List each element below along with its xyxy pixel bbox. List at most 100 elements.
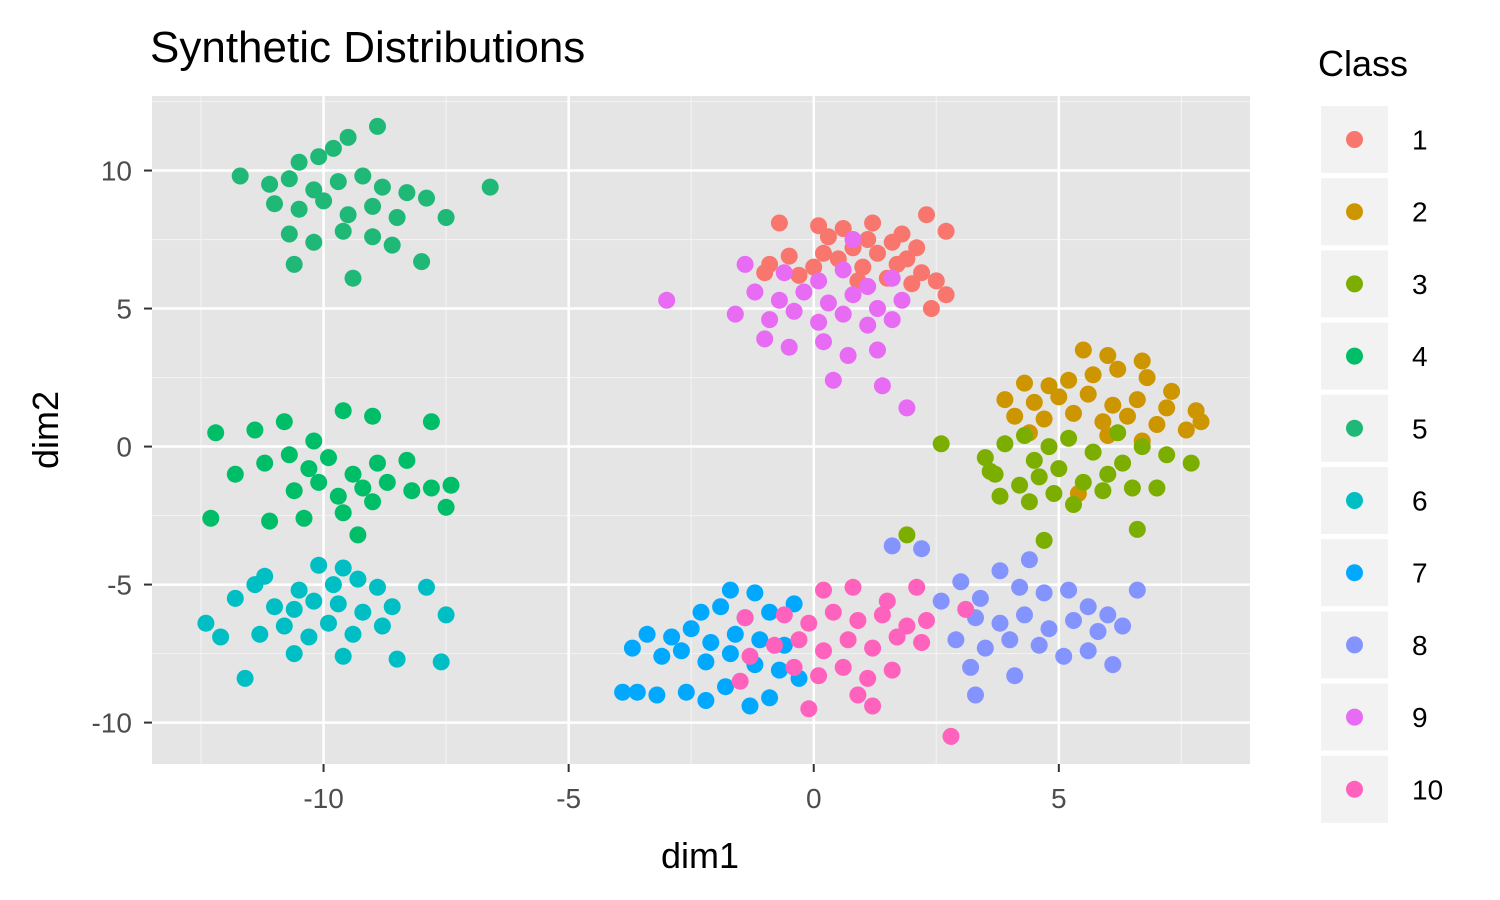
- data-point: [1006, 407, 1024, 425]
- data-point: [329, 595, 347, 613]
- data-point: [913, 264, 931, 282]
- data-point: [981, 462, 999, 480]
- data-point: [1133, 438, 1151, 456]
- data-point: [373, 178, 391, 196]
- data-point: [967, 686, 984, 704]
- data-point: [373, 617, 391, 635]
- legend-label: 2: [1412, 197, 1428, 228]
- data-point: [266, 598, 283, 616]
- data-point: [893, 291, 911, 309]
- x-axis-title: dim1: [661, 835, 739, 876]
- data-point: [810, 667, 828, 685]
- data-point: [869, 244, 886, 262]
- data-point: [354, 167, 372, 185]
- data-point: [873, 606, 891, 624]
- legend-swatch: [1346, 419, 1363, 437]
- data-point: [324, 139, 342, 157]
- legend-item-7: 7: [1321, 539, 1428, 607]
- data-point: [369, 578, 386, 596]
- y-tick-label: 10: [101, 156, 132, 187]
- data-point: [315, 192, 333, 210]
- legend-item-1: 1: [1321, 106, 1428, 173]
- data-point: [790, 631, 808, 649]
- data-point: [952, 573, 970, 591]
- data-point: [1020, 493, 1038, 511]
- y-tick-label: 0: [116, 432, 132, 463]
- data-point: [334, 504, 352, 522]
- data-point: [1016, 374, 1033, 392]
- data-point: [898, 526, 916, 544]
- data-point: [844, 578, 862, 596]
- data-point: [766, 636, 783, 654]
- data-point: [388, 209, 406, 226]
- data-point: [442, 476, 460, 494]
- data-point: [648, 686, 666, 704]
- y-tick-label: 5: [116, 294, 132, 325]
- data-point: [1079, 642, 1097, 660]
- data-point: [1030, 636, 1048, 654]
- data-point: [1074, 341, 1092, 359]
- data-point: [682, 620, 700, 638]
- data-point: [834, 220, 852, 237]
- data-point: [246, 421, 264, 439]
- data-point: [202, 509, 220, 527]
- legend-item-3: 3: [1321, 250, 1428, 318]
- data-point: [1099, 606, 1117, 624]
- data-point: [873, 377, 891, 395]
- data-point: [290, 200, 308, 218]
- data-point: [672, 642, 690, 660]
- data-point: [1025, 393, 1043, 411]
- data-point: [1133, 352, 1151, 370]
- data-point: [1035, 410, 1053, 428]
- data-point: [1158, 446, 1176, 464]
- data-point: [971, 589, 989, 607]
- data-point: [996, 435, 1014, 453]
- data-point: [339, 206, 357, 224]
- series-7: [614, 581, 808, 715]
- data-point: [344, 269, 362, 287]
- data-point: [883, 537, 901, 555]
- data-point: [663, 628, 681, 646]
- data-point: [1148, 416, 1166, 433]
- data-point: [251, 625, 269, 643]
- data-point: [1020, 551, 1038, 569]
- data-point: [638, 625, 656, 643]
- data-point: [300, 460, 318, 478]
- data-point: [834, 261, 852, 279]
- data-point: [310, 148, 328, 166]
- data-point: [780, 338, 798, 356]
- data-point: [859, 316, 877, 334]
- data-point: [927, 272, 945, 290]
- data-point: [677, 683, 695, 701]
- legend-item-8: 8: [1321, 611, 1428, 679]
- data-point: [775, 606, 793, 624]
- data-point: [888, 628, 906, 646]
- data-point: [805, 258, 823, 276]
- data-point: [790, 266, 808, 284]
- legend-swatch: [1346, 203, 1363, 221]
- data-point: [364, 228, 382, 246]
- data-point: [859, 231, 877, 248]
- data-point: [1050, 388, 1068, 406]
- data-point: [1040, 377, 1058, 395]
- data-point: [305, 432, 323, 450]
- data-point: [1177, 421, 1195, 439]
- data-point: [295, 509, 313, 527]
- data-point: [653, 647, 671, 665]
- data-point: [1001, 631, 1019, 649]
- data-point: [731, 672, 749, 690]
- data-point: [717, 678, 734, 696]
- data-point: [398, 184, 416, 202]
- data-point: [1040, 620, 1058, 638]
- data-point: [957, 600, 975, 618]
- data-point: [834, 305, 852, 323]
- legend-label: 1: [1412, 125, 1428, 156]
- data-point: [770, 214, 788, 232]
- data-point: [849, 686, 867, 704]
- data-point: [1119, 407, 1136, 425]
- data-point: [883, 269, 901, 287]
- data-point: [1065, 404, 1082, 422]
- data-point: [1128, 581, 1146, 599]
- legend-label: 3: [1412, 269, 1428, 300]
- x-tick-label: -10: [303, 783, 343, 814]
